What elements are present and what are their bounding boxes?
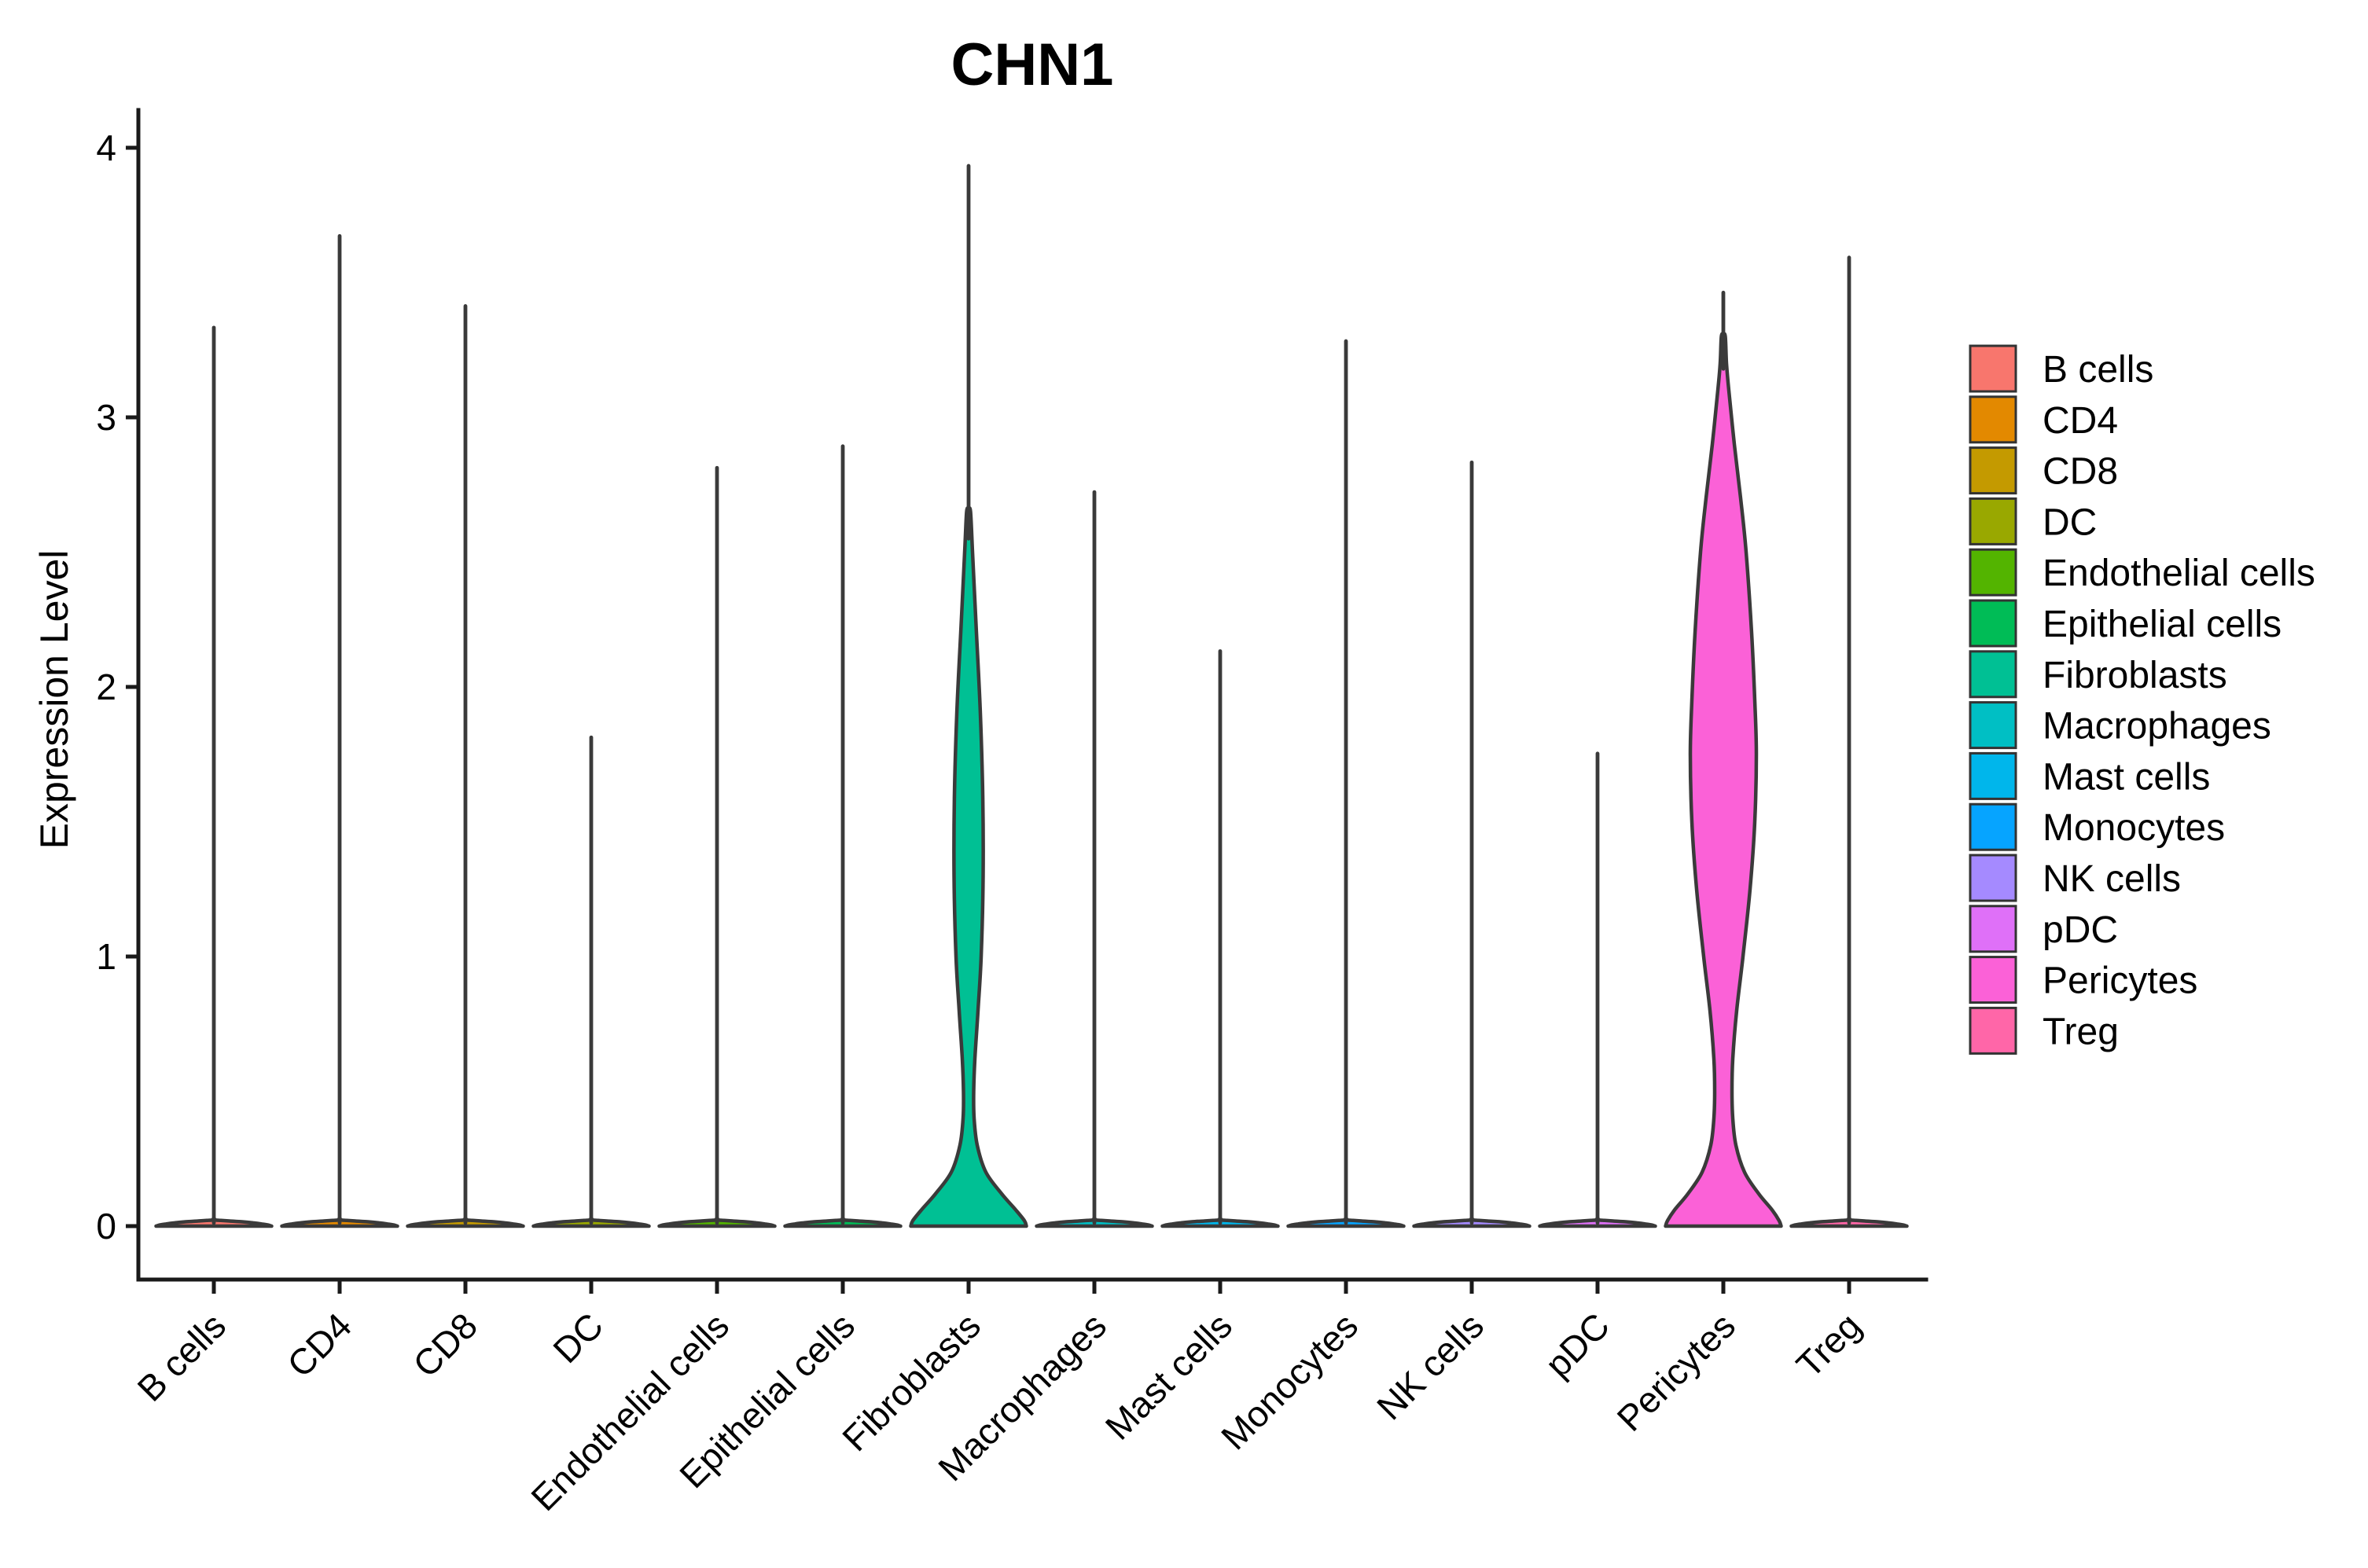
legend-label-macrophages: Macrophages: [2043, 706, 2271, 747]
legend-swatch-endothelial-cells: [1969, 548, 2017, 597]
x-tick-label-cd4: CD4: [279, 1305, 359, 1385]
legend-swatch-nk-cells: [1969, 854, 2017, 902]
legend-swatch-epithelial-cells: [1969, 599, 2017, 648]
x-tick-label-nk-cells: NK cells: [1369, 1305, 1491, 1427]
legend-swatch-cd4: [1969, 395, 2017, 444]
legend-label-cd4: CD4: [2043, 400, 2118, 442]
x-tick-label-treg: Treg: [1789, 1305, 1869, 1385]
legend-swatch-treg: [1969, 1006, 2017, 1055]
x-tick-label-monocytes: Monocytes: [1213, 1305, 1366, 1457]
violin-fibroblasts: [909, 506, 1028, 1228]
violin-pericytes: [1664, 332, 1783, 1228]
legend-label-pdc: pDC: [2043, 909, 2118, 951]
y-tick-label: 3: [96, 397, 116, 438]
legend-label-dc: DC: [2043, 501, 2097, 543]
legend-swatch-b-cells: [1969, 344, 2017, 393]
legend-swatch-dc: [1969, 497, 2017, 545]
legend-label-treg: Treg: [2043, 1011, 2119, 1052]
legend-label-endothelial-cells: Endothelial cells: [2043, 553, 2315, 594]
legend-swatch-pdc: [1969, 905, 2017, 953]
legend-swatch-cd8: [1969, 446, 2017, 495]
y-tick-label: 2: [96, 666, 116, 707]
legend-swatch-mast-cells: [1969, 751, 2017, 800]
legend-label-cd8: CD8: [2043, 451, 2118, 493]
x-tick-label-pericytes: Pericytes: [1609, 1305, 1744, 1439]
y-tick-label: 0: [96, 1206, 116, 1247]
legend-swatch-macrophages: [1969, 701, 2017, 750]
y-axis-ticks: 0 1 2 3 4: [96, 127, 138, 1247]
legend-swatch-monocytes: [1969, 802, 2017, 851]
legend-label-nk-cells: NK cells: [2043, 858, 2181, 900]
legend-label-epithelial-cells: Epithelial cells: [2043, 604, 2282, 645]
x-tick-label-cd8: CD8: [405, 1305, 485, 1385]
x-tick-label-b-cells: B cells: [129, 1305, 233, 1409]
legend-label-pericytes: Pericytes: [2043, 960, 2197, 1002]
legend-swatch-pericytes: [1969, 956, 2017, 1004]
legend-label-monocytes: Monocytes: [2043, 807, 2225, 849]
x-tick-label-dc: DC: [545, 1305, 611, 1371]
legend: B cells CD4 CD8 DC Endothelial cells Epitheli…: [1969, 344, 2315, 1055]
legend-label-b-cells: B cells: [2043, 349, 2153, 391]
x-tick-label-pdc: pDC: [1537, 1305, 1617, 1385]
legend-swatch-fibroblasts: [1969, 650, 2017, 699]
legend-label-mast-cells: Mast cells: [2043, 756, 2210, 798]
plot-title: CHN1: [951, 31, 1114, 98]
y-tick-label: 4: [96, 127, 116, 168]
y-axis-title: Expression Level: [32, 550, 76, 850]
violins: [154, 163, 1909, 1228]
y-tick-label: 1: [96, 936, 116, 977]
legend-label-fibroblasts: Fibroblasts: [2043, 655, 2227, 696]
